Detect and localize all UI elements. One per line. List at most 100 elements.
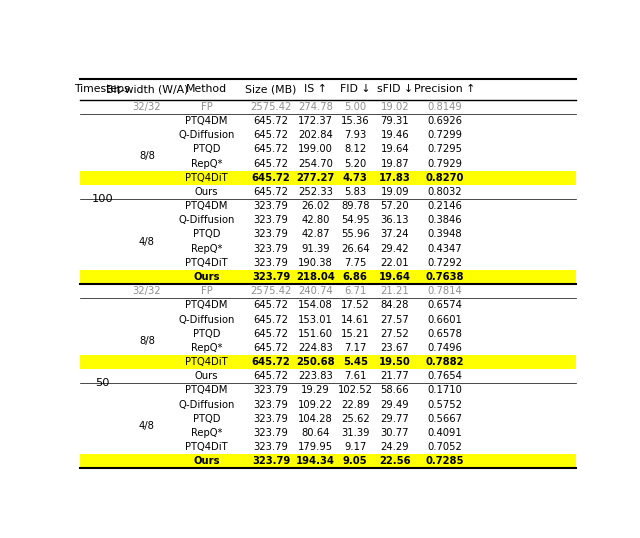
Text: 645.72: 645.72 <box>253 130 289 140</box>
Text: 8/8: 8/8 <box>139 152 155 161</box>
Text: 27.57: 27.57 <box>381 315 410 324</box>
Text: Size (MB): Size (MB) <box>245 84 297 94</box>
Bar <box>80 355 576 369</box>
Text: Q-Diffusion: Q-Diffusion <box>179 315 235 324</box>
Text: Ours: Ours <box>193 456 220 466</box>
Text: 223.83: 223.83 <box>298 371 333 381</box>
Bar <box>80 454 576 469</box>
Text: 224.83: 224.83 <box>298 343 333 353</box>
Text: 0.7052: 0.7052 <box>427 442 462 452</box>
Text: 645.72: 645.72 <box>253 187 289 197</box>
Text: FP: FP <box>200 286 212 296</box>
Text: PTQ4DiT: PTQ4DiT <box>185 173 228 183</box>
Text: 7.93: 7.93 <box>344 130 367 140</box>
Text: 55.96: 55.96 <box>341 230 370 239</box>
Text: 42.87: 42.87 <box>301 230 330 239</box>
Text: 323.79: 323.79 <box>253 201 289 211</box>
Bar <box>80 270 576 284</box>
Text: 109.22: 109.22 <box>298 400 333 409</box>
Text: 19.87: 19.87 <box>381 159 409 168</box>
Text: Method: Method <box>186 84 227 94</box>
Text: 645.72: 645.72 <box>253 371 289 381</box>
Text: 323.79: 323.79 <box>253 385 289 395</box>
Text: 7.17: 7.17 <box>344 343 367 353</box>
Text: 15.21: 15.21 <box>341 329 370 339</box>
Text: 0.7285: 0.7285 <box>426 456 464 466</box>
Text: PTQD: PTQD <box>193 230 220 239</box>
Text: Ours: Ours <box>195 371 218 381</box>
Text: PTQD: PTQD <box>193 329 220 339</box>
Text: Q-Diffusion: Q-Diffusion <box>179 130 235 140</box>
Text: 0.6578: 0.6578 <box>427 329 462 339</box>
Text: 26.64: 26.64 <box>341 244 369 253</box>
Text: PTQ4DM: PTQ4DM <box>186 116 228 126</box>
Text: 240.74: 240.74 <box>298 286 333 296</box>
Text: 104.28: 104.28 <box>298 414 333 424</box>
Text: 21.77: 21.77 <box>381 371 410 381</box>
Text: 323.79: 323.79 <box>253 414 289 424</box>
Text: 323.79: 323.79 <box>253 400 289 409</box>
Text: 254.70: 254.70 <box>298 159 333 168</box>
Text: 645.72: 645.72 <box>253 144 289 154</box>
Text: 323.79: 323.79 <box>253 258 289 268</box>
Text: 24.29: 24.29 <box>381 442 409 452</box>
Text: 0.4091: 0.4091 <box>427 428 462 438</box>
Text: 645.72: 645.72 <box>253 329 289 339</box>
Text: IS ↑: IS ↑ <box>304 84 327 94</box>
Text: 218.04: 218.04 <box>296 272 335 282</box>
Text: 0.8032: 0.8032 <box>428 187 462 197</box>
Text: 5.00: 5.00 <box>344 102 366 112</box>
Text: 151.60: 151.60 <box>298 329 333 339</box>
Text: PTQ4DiT: PTQ4DiT <box>185 442 228 452</box>
Text: 153.01: 153.01 <box>298 315 333 324</box>
Text: 0.8270: 0.8270 <box>426 173 464 183</box>
Text: 202.84: 202.84 <box>298 130 333 140</box>
Text: 0.7882: 0.7882 <box>426 357 464 367</box>
Text: 14.61: 14.61 <box>341 315 369 324</box>
Text: 0.7929: 0.7929 <box>427 159 462 168</box>
Text: 31.39: 31.39 <box>341 428 369 438</box>
Text: 0.7299: 0.7299 <box>427 130 462 140</box>
Text: 4/8: 4/8 <box>139 421 155 431</box>
Text: 17.52: 17.52 <box>341 300 370 310</box>
Text: RepQ*: RepQ* <box>191 244 222 253</box>
Text: 0.1710: 0.1710 <box>427 385 462 395</box>
Text: 9.17: 9.17 <box>344 442 367 452</box>
Text: 252.33: 252.33 <box>298 187 333 197</box>
Text: 190.38: 190.38 <box>298 258 333 268</box>
Text: 0.6601: 0.6601 <box>427 315 462 324</box>
Text: 25.62: 25.62 <box>341 414 370 424</box>
Text: 645.72: 645.72 <box>253 300 289 310</box>
Text: 7.61: 7.61 <box>344 371 367 381</box>
Text: 0.6574: 0.6574 <box>427 300 462 310</box>
Text: 22.89: 22.89 <box>341 400 369 409</box>
Text: 19.29: 19.29 <box>301 385 330 395</box>
Text: 19.09: 19.09 <box>381 187 409 197</box>
Text: PTQD: PTQD <box>193 144 220 154</box>
Text: 57.20: 57.20 <box>381 201 409 211</box>
Text: 5.45: 5.45 <box>343 357 368 367</box>
Text: 32/32: 32/32 <box>132 286 161 296</box>
Text: 8.12: 8.12 <box>344 144 367 154</box>
Text: 0.4347: 0.4347 <box>428 244 462 253</box>
Text: 42.80: 42.80 <box>301 215 330 225</box>
Text: 26.02: 26.02 <box>301 201 330 211</box>
Text: 199.00: 199.00 <box>298 144 333 154</box>
Text: 194.34: 194.34 <box>296 456 335 466</box>
Text: 6.71: 6.71 <box>344 286 367 296</box>
Text: 102.52: 102.52 <box>338 385 372 395</box>
Text: Timesteps: Timesteps <box>74 84 130 94</box>
Text: 29.49: 29.49 <box>381 400 409 409</box>
Text: 50: 50 <box>95 378 109 388</box>
Text: PTQ4DiT: PTQ4DiT <box>185 357 228 367</box>
Text: 172.37: 172.37 <box>298 116 333 126</box>
Text: 5.20: 5.20 <box>344 159 367 168</box>
Text: 89.78: 89.78 <box>341 201 369 211</box>
Text: 84.28: 84.28 <box>381 300 409 310</box>
Text: 323.79: 323.79 <box>252 456 290 466</box>
Text: 15.36: 15.36 <box>341 116 369 126</box>
Text: Q-Diffusion: Q-Diffusion <box>179 400 235 409</box>
Text: Bit-width (W/A): Bit-width (W/A) <box>106 84 188 94</box>
Text: 58.66: 58.66 <box>381 385 409 395</box>
Text: 30.77: 30.77 <box>381 428 409 438</box>
